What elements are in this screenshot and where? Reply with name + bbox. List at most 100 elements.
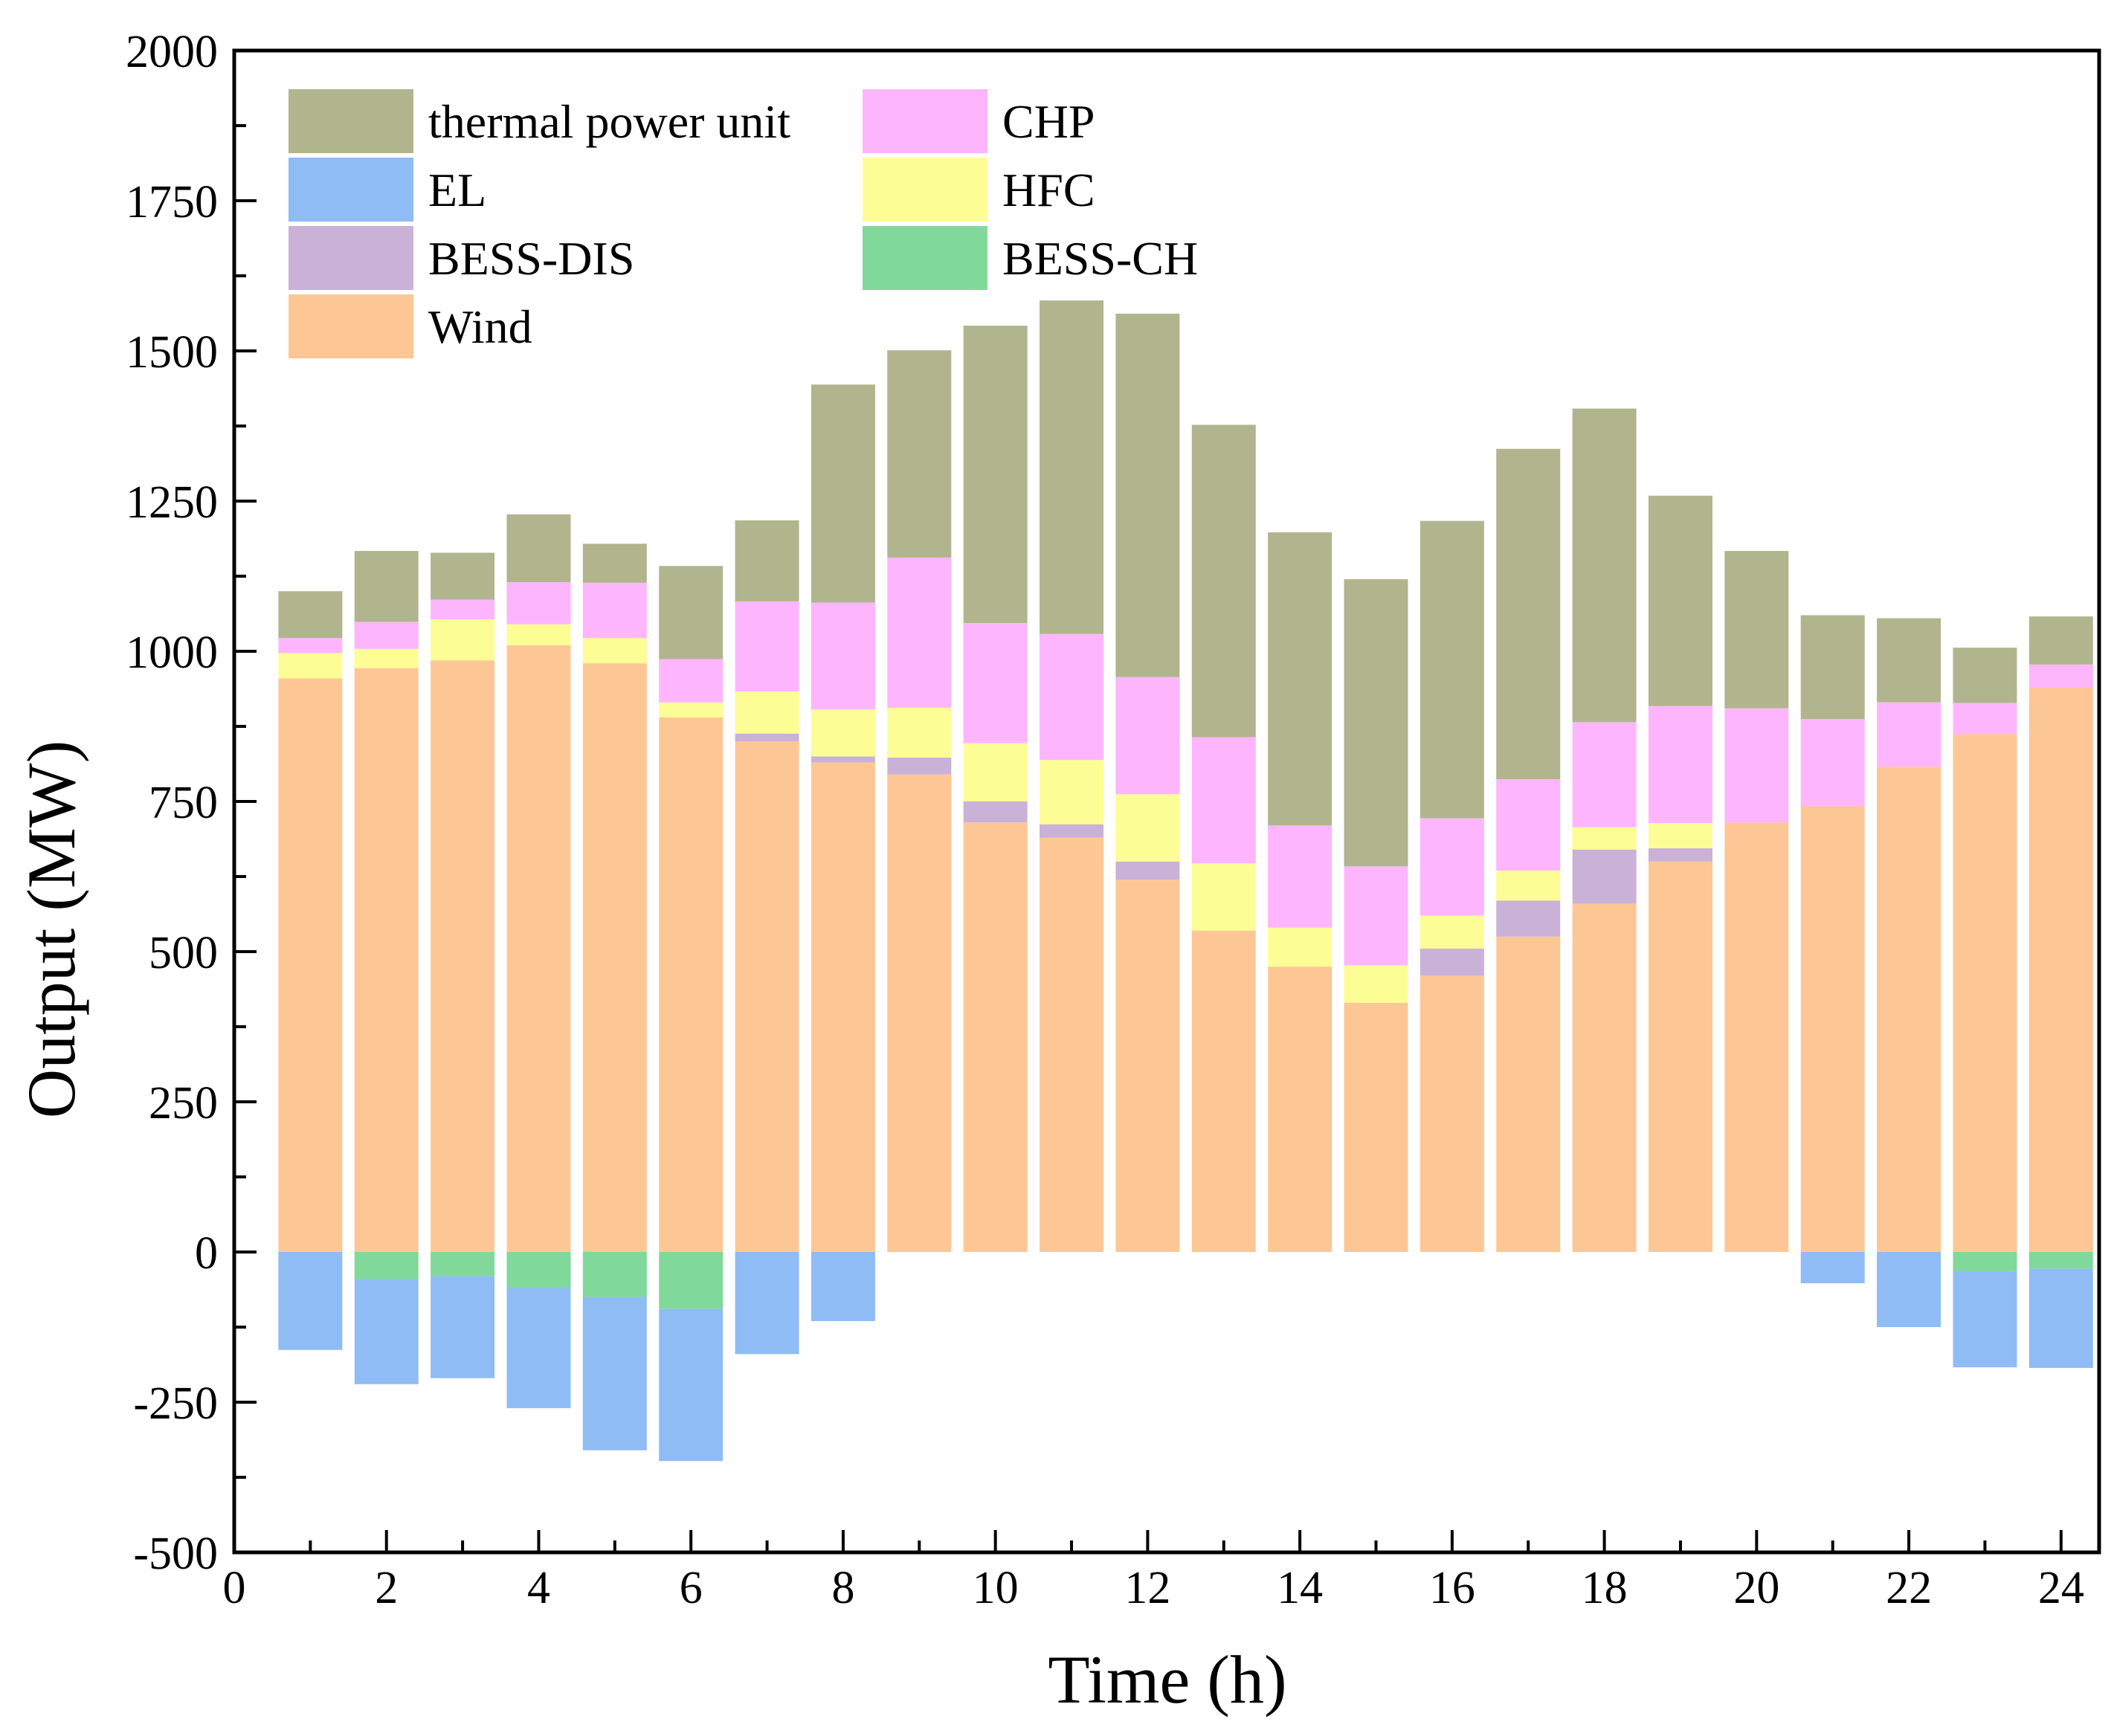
bar-wind-t20 <box>1724 822 1789 1252</box>
y-tick-label: 1500 <box>126 327 218 378</box>
bar-wind-t24 <box>2028 687 2093 1252</box>
x-tick-label: 0 <box>223 1563 246 1613</box>
bar-chp-t5 <box>582 582 647 639</box>
bar-chp-t6 <box>659 659 724 703</box>
bar-hfc-t10 <box>963 743 1028 801</box>
bar-wind-t16 <box>1419 975 1484 1252</box>
bar-hfc-t19 <box>1648 823 1712 849</box>
bar-chp-t4 <box>506 582 571 625</box>
bar-hfc-t2 <box>354 648 419 668</box>
bar-wind-t9 <box>887 774 952 1252</box>
bar-el-t23 <box>1953 1271 2017 1368</box>
bar-el-t21 <box>1800 1252 1865 1284</box>
x-tick-label: 20 <box>1733 1563 1779 1613</box>
bar-thermal-power-unit-t13 <box>1191 425 1256 738</box>
bar-wind-t17 <box>1496 936 1561 1252</box>
legend-swatch-thermal-power-unit <box>289 89 413 153</box>
bar-bess-dis-t10 <box>963 801 1028 823</box>
legend-swatch-wind <box>289 294 413 358</box>
bar-wind-t4 <box>506 645 571 1252</box>
bar-bess-dis-t18 <box>1572 849 1637 904</box>
bar-bess-dis-t8 <box>811 756 875 763</box>
bar-hfc-t9 <box>887 707 952 758</box>
legend-label-wind: Wind <box>428 300 532 353</box>
bar-chp-t16 <box>1419 818 1484 916</box>
bar-thermal-power-unit-t15 <box>1344 579 1408 867</box>
legend-swatch-bess-dis <box>289 226 413 290</box>
bar-chp-t3 <box>431 599 495 620</box>
bar-el-t24 <box>2028 1268 2093 1368</box>
legend-label-chp: CHP <box>1002 95 1095 148</box>
bar-wind-t14 <box>1268 967 1332 1252</box>
bars-layer <box>278 300 2093 1462</box>
bar-hfc-t12 <box>1115 794 1180 862</box>
bar-wind-t15 <box>1344 1002 1408 1252</box>
x-tick-label: 24 <box>2038 1563 2084 1613</box>
bar-thermal-power-unit-t11 <box>1040 300 1104 634</box>
bar-bess-dis-t16 <box>1419 948 1484 976</box>
bar-chp-t22 <box>1877 702 1941 767</box>
bar-chp-t19 <box>1648 706 1712 824</box>
y-tick-label: 1000 <box>126 627 218 678</box>
y-tick-label: 1750 <box>126 177 218 228</box>
bar-bess-dis-t11 <box>1040 824 1104 838</box>
bar-wind-t7 <box>735 741 799 1252</box>
bar-thermal-power-unit-t10 <box>963 326 1028 624</box>
legend-swatch-chp <box>863 89 987 153</box>
bar-hfc-t5 <box>582 638 647 664</box>
bar-el-t5 <box>582 1297 647 1451</box>
bar-chp-t24 <box>2028 664 2093 688</box>
bar-wind-t1 <box>278 678 343 1252</box>
bar-wind-t6 <box>659 717 724 1252</box>
bar-thermal-power-unit-t7 <box>735 520 799 601</box>
bar-hfc-t17 <box>1496 870 1561 901</box>
bar-chp-t2 <box>354 622 419 649</box>
bar-thermal-power-unit-t22 <box>1877 618 1941 703</box>
bar-wind-t11 <box>1040 837 1104 1252</box>
legend-swatch-bess-ch <box>863 226 987 290</box>
bar-thermal-power-unit-t9 <box>887 350 952 558</box>
bar-chp-t10 <box>963 623 1028 743</box>
bar-thermal-power-unit-t2 <box>354 551 419 622</box>
legend-label-el: EL <box>428 164 486 216</box>
x-tick-label: 8 <box>831 1563 854 1613</box>
bar-thermal-power-unit-t1 <box>278 591 343 639</box>
bar-hfc-t3 <box>431 619 495 661</box>
bar-thermal-power-unit-t16 <box>1419 520 1484 819</box>
bar-thermal-power-unit-t19 <box>1648 495 1712 706</box>
bar-el-t3 <box>431 1276 495 1378</box>
bar-chp-t17 <box>1496 779 1561 871</box>
bar-wind-t21 <box>1800 806 1865 1252</box>
y-tick-label: -250 <box>133 1378 218 1429</box>
bar-thermal-power-unit-t23 <box>1953 648 2017 703</box>
bar-el-t6 <box>659 1309 724 1462</box>
x-tick-label: 6 <box>680 1563 703 1613</box>
bar-el-t4 <box>506 1288 571 1409</box>
bar-el-t22 <box>1877 1252 1941 1327</box>
x-tick-label: 14 <box>1277 1563 1323 1613</box>
bar-hfc-t14 <box>1268 927 1332 967</box>
x-tick-label: 4 <box>527 1563 550 1613</box>
bar-wind-t13 <box>1191 930 1256 1252</box>
bar-bess-dis-t7 <box>735 733 799 742</box>
bar-hfc-t4 <box>506 624 571 645</box>
x-tick-label: 16 <box>1429 1563 1475 1613</box>
bar-el-t8 <box>811 1252 875 1321</box>
bar-bess-ch-t3 <box>431 1252 495 1277</box>
legend-swatch-hfc <box>863 158 987 222</box>
y-tick-label: 500 <box>149 928 218 978</box>
bar-hfc-t18 <box>1572 827 1637 850</box>
bar-wind-t18 <box>1572 903 1637 1252</box>
legend-swatch-el <box>289 158 413 222</box>
x-tick-label: 2 <box>375 1563 398 1613</box>
bar-hfc-t11 <box>1040 760 1104 825</box>
bar-thermal-power-unit-t17 <box>1496 448 1561 780</box>
legend: thermal power unit CHP EL HFC BESS-DIS BESS-C… <box>289 89 1198 358</box>
bar-wind-t22 <box>1877 767 1941 1252</box>
x-tick-label: 22 <box>1886 1563 1932 1613</box>
bar-thermal-power-unit-t6 <box>659 566 724 659</box>
bar-bess-dis-t9 <box>887 758 952 775</box>
bar-chp-t23 <box>1953 703 2017 735</box>
y-tick-label: 750 <box>149 778 218 828</box>
bar-thermal-power-unit-t4 <box>506 514 571 583</box>
